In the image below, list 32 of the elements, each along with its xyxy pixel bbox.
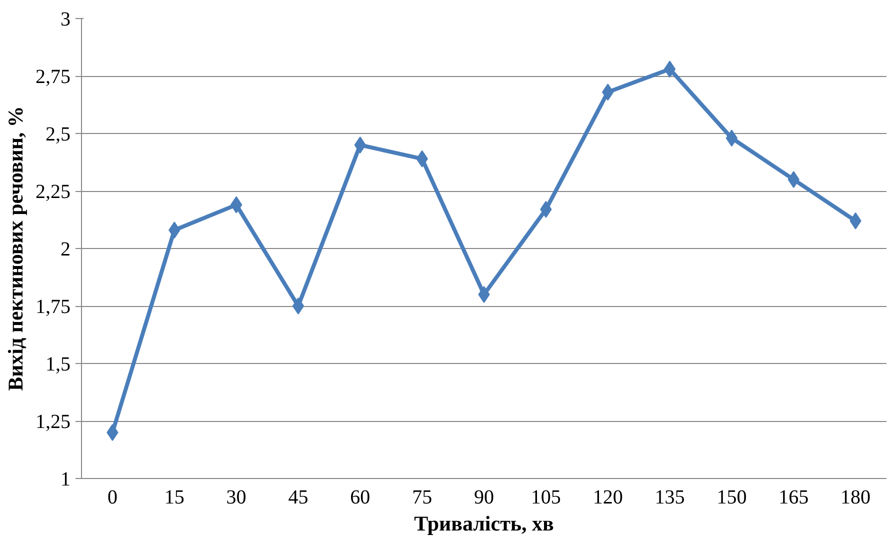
y-tick-label: 2,75: [36, 66, 70, 88]
y-tick-label: 1,25: [36, 411, 70, 433]
y-tick-label: 2: [60, 238, 70, 260]
point: [664, 60, 676, 78]
point: [788, 171, 800, 188]
y-tick-label: 1: [60, 468, 70, 490]
x-tick-label: 165: [778, 486, 809, 508]
x-tick-label: 135: [654, 486, 685, 508]
point: [726, 130, 738, 147]
y-tick-label: 2,5: [46, 124, 70, 146]
point: [478, 286, 490, 303]
x-axis-title: Тривалість, хв: [414, 512, 554, 536]
x-tick-label: 30: [226, 486, 246, 508]
y-tick-label: 3: [60, 8, 70, 30]
x-tick-label: 15: [164, 486, 184, 508]
y-axis-title: Вихід пектинових речовин, %: [4, 106, 28, 391]
point: [106, 424, 118, 441]
y-tick-label: 1,75: [36, 296, 70, 318]
x-tick-label: 180: [840, 486, 871, 508]
y-tick-label: 2,25: [36, 181, 70, 203]
x-tick-label: 75: [412, 486, 432, 508]
point: [230, 196, 242, 214]
point: [354, 136, 366, 154]
point: [292, 298, 304, 314]
x-tick-label: 150: [716, 486, 747, 508]
x-tick-label: 120: [592, 486, 623, 508]
x-tick-label: 105: [530, 486, 561, 508]
x-tick-label: 90: [474, 486, 494, 508]
x-tick-label: 45: [288, 486, 308, 508]
x-tick-label: 60: [350, 486, 370, 508]
y-tick-label: 1,5: [46, 354, 70, 376]
x-tick-label: 0: [107, 486, 118, 508]
